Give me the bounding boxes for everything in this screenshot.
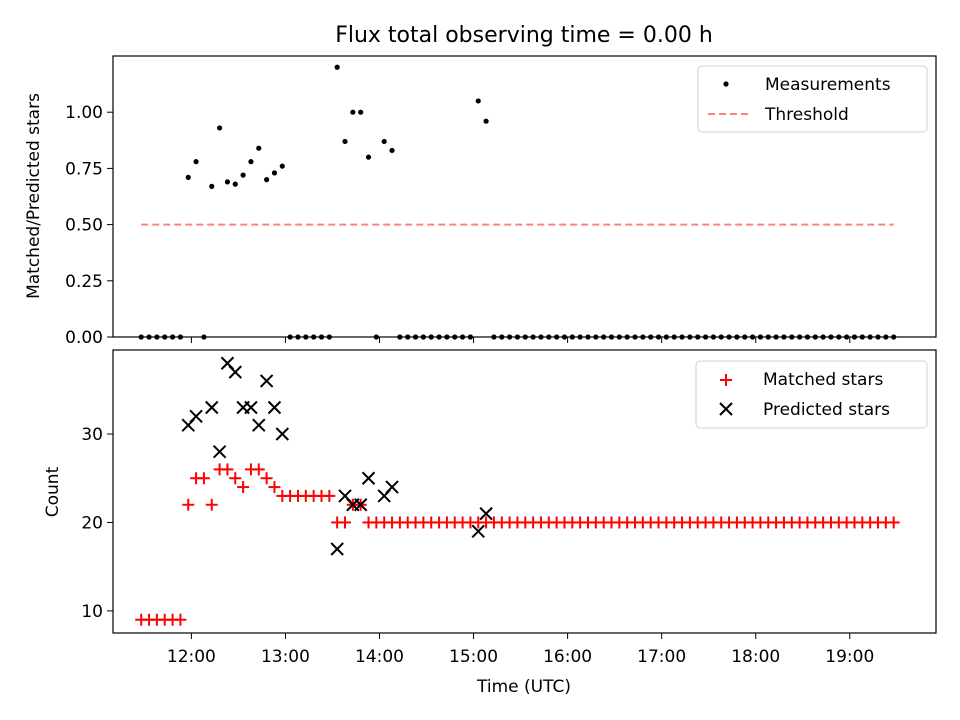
- top-y-tick-label: 0.00: [65, 328, 103, 348]
- legend-measurements-marker: [723, 81, 729, 87]
- top-y-tick-label: 0.25: [65, 272, 103, 292]
- predicted-star-point: [361, 471, 376, 485]
- matched-star-point: [252, 463, 265, 476]
- bottom-panel: Count Time (UTC) 10 20 30 12:00 13:00 14:00 15…: [43, 349, 937, 697]
- top-y-axis-label: Matched/Predicted stars: [24, 93, 44, 299]
- measurement-point: [279, 163, 285, 169]
- predicted-star-point: [330, 542, 344, 556]
- legend-measurements-label: Measurements: [765, 75, 891, 95]
- predicted-star-point: [228, 365, 242, 379]
- top-y-tick-label: 0.50: [65, 216, 103, 236]
- measurement-point: [381, 138, 387, 145]
- bottom-x-tick-label: 19:00: [825, 647, 874, 667]
- legend-predicted-marker: [719, 402, 733, 416]
- matched-star-point: [221, 463, 234, 476]
- bottom-x-tick-label: 13:00: [261, 647, 310, 667]
- bottom-x-tick-label: 18:00: [731, 647, 780, 667]
- predicted-star-point: [212, 444, 227, 459]
- measurement-point: [240, 172, 246, 178]
- bottom-x-tick-label: 12:00: [167, 647, 216, 667]
- matched-star-point: [323, 489, 336, 502]
- measurement-point: [256, 145, 262, 151]
- predicted-star-point: [471, 524, 485, 539]
- legend-matched-label: Matched stars: [763, 370, 883, 390]
- bottom-legend: Matched stars Predicted stars: [695, 360, 928, 429]
- bottom-y-axis-label: Count: [43, 466, 63, 517]
- legend-matched-marker: [720, 374, 732, 386]
- predicted-star-point: [267, 400, 282, 415]
- top-legend: Measurements Threshold: [697, 65, 928, 133]
- measurement-point: [358, 109, 364, 115]
- measurement-point: [365, 154, 372, 160]
- predicted-star-point: [275, 427, 290, 441]
- matched-star-point: [260, 472, 273, 485]
- matched-star-point: [205, 498, 218, 511]
- matched-star-point: [229, 472, 242, 485]
- bottom-y-tick-label: 30: [81, 425, 103, 445]
- predicted-star-point: [252, 418, 266, 432]
- predicted-star-point: [259, 374, 274, 388]
- measurement-point: [475, 98, 481, 104]
- matched-star-point: [339, 516, 352, 529]
- predicted-star-point: [189, 409, 203, 424]
- top-panel: Flux total observing time = 0.00 h Match…: [24, 23, 937, 348]
- bottom-legend-box: [695, 360, 928, 429]
- measurement-point: [334, 64, 340, 70]
- matched-star-point: [887, 516, 900, 529]
- measurement-point: [248, 159, 254, 165]
- legend-threshold-label: Threshold: [764, 105, 849, 125]
- matched-star-point: [237, 481, 250, 494]
- bottom-y-tick-label: 10: [81, 602, 103, 622]
- predicted-star-point: [479, 506, 493, 521]
- legend-predicted-label: Predicted stars: [763, 400, 890, 420]
- bottom-plot-area: 10 20 30 12:00 13:00 14:00 15:00 16:00 17:00 18:0…: [81, 356, 900, 667]
- measurement-point: [185, 174, 191, 180]
- matched-star-point: [197, 472, 210, 485]
- top-y-tick-label: 0.75: [65, 159, 103, 179]
- matched-star-point: [182, 498, 195, 511]
- bottom-axes-frame: [112, 349, 937, 634]
- matched-star-point: [268, 481, 281, 494]
- measurement-point: [271, 170, 278, 176]
- measurement-point: [483, 118, 489, 124]
- measurement-point: [193, 159, 199, 165]
- bottom-x-tick-label: 14:00: [355, 647, 404, 667]
- measurement-point: [224, 179, 231, 185]
- bottom-x-axis-label: Time (UTC): [476, 677, 571, 697]
- measurement-point: [232, 181, 238, 187]
- measurement-point: [209, 183, 215, 189]
- bottom-x-tick-label: 15:00: [449, 647, 498, 667]
- predicted-star-point: [353, 498, 368, 512]
- top-y-tick-label: 1.00: [65, 103, 103, 123]
- predicted-star-point: [244, 400, 258, 415]
- measurement-point: [389, 147, 395, 154]
- measurement-point: [264, 177, 270, 183]
- predicted-star-point: [385, 480, 399, 494]
- top-axes-frame: [112, 55, 937, 338]
- predicted-star-point: [205, 400, 219, 415]
- measurement-point: [350, 109, 356, 115]
- top-legend-box: [697, 65, 928, 133]
- bottom-y-tick-label: 20: [81, 513, 103, 533]
- top-chart-title: Flux total observing time = 0.00 h: [335, 23, 713, 48]
- measurement-point: [216, 125, 223, 131]
- matched-star-point: [174, 613, 187, 626]
- bottom-x-tick-label: 16:00: [543, 647, 592, 667]
- bottom-x-tick-label: 17:00: [637, 647, 686, 667]
- measurement-point: [342, 138, 348, 145]
